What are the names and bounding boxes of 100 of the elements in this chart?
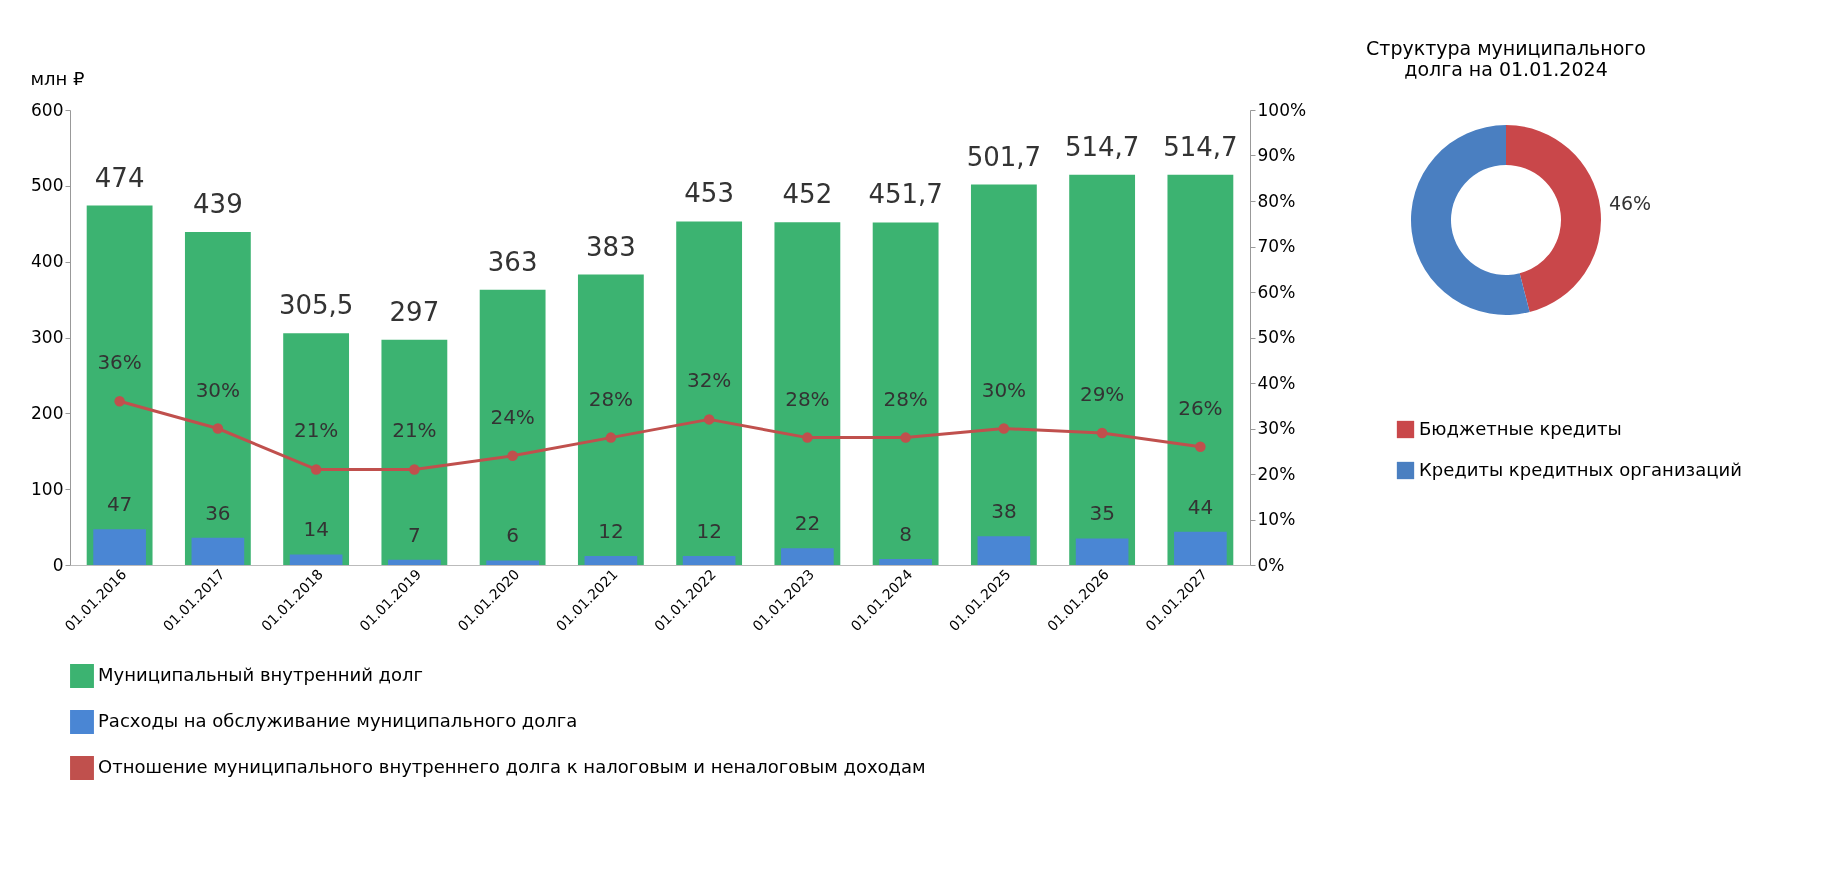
bar xyxy=(86,205,153,565)
point xyxy=(114,395,125,407)
y-tick-label: 0 xyxy=(52,554,64,575)
y-axis-title: млн ₽ xyxy=(30,67,85,89)
y-tick-label: 400 xyxy=(31,251,64,272)
legend-label: Муниципальный внутренний долг xyxy=(98,664,424,685)
y-tick-label: 600 xyxy=(31,99,64,120)
point xyxy=(212,423,224,434)
y-tick-label: 300 xyxy=(31,327,64,347)
y2-tick-label: 50% xyxy=(1257,327,1296,347)
data-label: 8 xyxy=(899,521,912,546)
data-label: 14 xyxy=(303,517,329,542)
data-label: 474 xyxy=(94,162,145,193)
bar xyxy=(577,274,644,565)
bar xyxy=(479,289,546,565)
data-label: 32% xyxy=(686,368,732,393)
data-label: 12 xyxy=(598,518,624,543)
bar xyxy=(781,548,834,565)
data-label: 26% xyxy=(1178,395,1223,420)
data-label: 21% xyxy=(293,418,339,443)
data-label: 439 xyxy=(193,189,243,220)
bar xyxy=(584,555,638,565)
data-label: 452 xyxy=(782,179,833,210)
data-label: 363 xyxy=(487,246,538,277)
bar xyxy=(381,339,448,565)
data-label: 297 xyxy=(389,296,440,327)
bar xyxy=(774,222,841,565)
data-label: 24% xyxy=(490,404,535,429)
point xyxy=(310,464,322,475)
y2-tick-label: 10% xyxy=(1257,509,1296,529)
bar xyxy=(676,221,743,565)
bar xyxy=(184,232,251,565)
bar xyxy=(970,184,1037,565)
legend-label: Отношение муниципального внутреннего долга к налоговым и неналоговым доходам xyxy=(98,756,926,777)
data-label: 28% xyxy=(588,386,634,411)
data-label: 7 xyxy=(408,522,421,547)
legend-label: Бюджетные кредиты xyxy=(1419,417,1622,439)
data-label: 514,7 xyxy=(1163,131,1238,162)
bar xyxy=(191,537,245,565)
y2-tick-label: 100% xyxy=(1257,99,1307,120)
data-label: 29% xyxy=(1079,382,1125,407)
data-label: 451,7 xyxy=(868,179,943,210)
data-label: 36% xyxy=(97,350,142,375)
bar xyxy=(879,558,932,565)
y-tick-label: 500 xyxy=(31,175,64,196)
point xyxy=(507,450,518,462)
bar xyxy=(289,554,343,565)
point xyxy=(802,432,813,443)
y-tick-label: 100 xyxy=(31,478,64,499)
bar xyxy=(1075,538,1129,565)
y2-tick-label: 0% xyxy=(1257,554,1285,575)
data-label: 305,5 xyxy=(278,290,354,321)
point xyxy=(1096,427,1108,439)
bar xyxy=(682,555,736,565)
chart-title: Структура муниципального долга на 01.01.2024 xyxy=(1366,37,1646,80)
y2-tick-label: 40% xyxy=(1257,372,1296,393)
y2-tick-label: 20% xyxy=(1257,463,1296,484)
y2-tick-label: 70% xyxy=(1257,236,1296,256)
data-label: 28% xyxy=(883,386,928,411)
bar xyxy=(1167,174,1234,565)
data-label: 501,7 xyxy=(966,141,1042,172)
data-label: 6 xyxy=(506,523,519,548)
data-label: 30% xyxy=(195,377,241,402)
y2-tick-label: 30% xyxy=(1257,418,1296,438)
y2-tick-label: 90% xyxy=(1257,145,1296,165)
data-label: 21% xyxy=(392,418,437,443)
bar xyxy=(486,560,539,565)
bar xyxy=(93,529,146,565)
legend-label: Расходы на обслуживание муниципального долга xyxy=(98,710,578,731)
point xyxy=(409,464,420,475)
point xyxy=(1195,441,1206,452)
donut-slice xyxy=(1411,125,1530,315)
data-label: 514,7 xyxy=(1064,131,1140,162)
bar xyxy=(283,333,350,565)
data-label: 46% xyxy=(1608,192,1652,215)
data-label: 44 xyxy=(1187,494,1214,519)
y2-tick-label: 60% xyxy=(1257,281,1296,302)
data-label: 36 xyxy=(205,500,231,525)
y-tick-label: 200 xyxy=(31,402,64,423)
data-label: 28% xyxy=(785,386,830,411)
bar xyxy=(388,559,441,565)
data-label: 22 xyxy=(794,511,821,536)
bar xyxy=(977,536,1031,565)
y2-tick-label: 80% xyxy=(1257,190,1296,211)
bar xyxy=(1174,531,1227,565)
data-label: 47 xyxy=(106,492,133,517)
donut-slice xyxy=(1506,125,1601,313)
data-label: 383 xyxy=(586,231,636,262)
data-label: 38 xyxy=(991,499,1017,524)
point xyxy=(900,432,911,443)
point xyxy=(703,414,715,425)
point xyxy=(998,423,1010,434)
data-label: 35 xyxy=(1089,501,1115,526)
bar xyxy=(1069,174,1136,565)
bar xyxy=(872,222,939,565)
data-label: 30% xyxy=(981,377,1027,402)
data-label: 453 xyxy=(684,178,734,209)
legend-label: Кредиты кредитных организаций xyxy=(1419,458,1742,480)
point xyxy=(605,432,617,443)
data-label: 12 xyxy=(696,518,722,543)
